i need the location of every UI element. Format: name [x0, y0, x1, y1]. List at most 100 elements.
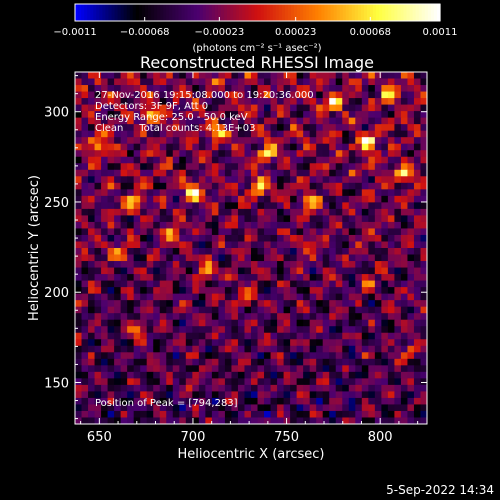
heatmap-cell: [205, 313, 213, 321]
heatmap-cell: [153, 182, 161, 190]
heatmap-cell: [316, 72, 324, 79]
heatmap-cell: [140, 234, 148, 242]
heatmap-cell: [381, 98, 389, 105]
heatmap-cell: [127, 352, 135, 360]
heatmap-cell: [400, 195, 408, 203]
heatmap-cell: [198, 378, 206, 386]
heatmap-cell: [355, 332, 363, 340]
heatmap-cell: [368, 202, 376, 210]
heatmap-cell: [316, 410, 324, 418]
heatmap-cell: [218, 117, 226, 125]
heatmap-cell: [368, 280, 376, 288]
heatmap-cell: [394, 371, 402, 379]
heatmap-cell: [322, 378, 330, 386]
heatmap-cell: [283, 104, 291, 112]
heatmap-cell: [75, 195, 82, 203]
heatmap-cell: [283, 176, 291, 184]
heatmap-cell: [400, 117, 408, 125]
heatmap-cell: [211, 234, 219, 242]
heatmap-cell: [140, 98, 148, 105]
heatmap-cell: [355, 150, 363, 158]
heatmap-cell: [316, 228, 324, 236]
heatmap-cell: [75, 378, 82, 386]
heatmap-cell: [335, 267, 343, 275]
heatmap-cell: [251, 352, 258, 360]
heatmap-cell: [237, 72, 245, 79]
heatmap-cell: [101, 85, 108, 92]
heatmap-cell: [179, 189, 187, 197]
colorbar-segment: [376, 4, 380, 21]
heatmap-cell: [264, 261, 271, 268]
heatmap-cell: [101, 417, 108, 425]
heatmap-cell: [381, 417, 389, 425]
heatmap-cell: [192, 300, 200, 308]
heatmap-cell: [296, 156, 304, 164]
heatmap-cell: [361, 319, 369, 327]
heatmap-cell: [303, 208, 311, 216]
heatmap-cell: [374, 195, 382, 203]
heatmap-cell: [185, 117, 193, 125]
heatmap-cell: [361, 397, 369, 405]
heatmap-cell: [361, 332, 369, 340]
heatmap-cell: [153, 228, 161, 236]
heatmap-cell: [270, 234, 278, 242]
heatmap-cell: [153, 267, 161, 275]
heatmap-cell: [127, 332, 135, 340]
heatmap-cell: [296, 326, 304, 334]
heatmap-cell: [394, 300, 402, 308]
heatmap-cell: [81, 91, 89, 99]
heatmap-cell: [361, 365, 369, 373]
heatmap-cell: [88, 397, 95, 405]
heatmap-cell: [251, 306, 258, 314]
heatmap-cell: [361, 78, 369, 86]
heatmap-cell: [387, 254, 395, 262]
heatmap-cell: [107, 169, 115, 177]
heatmap-cell: [172, 156, 180, 164]
heatmap-cell: [251, 287, 258, 295]
heatmap-cell: [198, 221, 206, 229]
heatmap-cell: [224, 248, 232, 255]
heatmap-cell: [231, 202, 239, 210]
heatmap-cell: [146, 91, 154, 99]
heatmap-cell: [205, 117, 213, 125]
heatmap-cell: [88, 280, 95, 288]
heatmap-cell: [264, 169, 271, 177]
heatmap-cell: [127, 234, 135, 242]
heatmap-cell: [75, 293, 82, 301]
heatmap-cell: [257, 78, 265, 86]
heatmap-cell: [237, 176, 245, 184]
heatmap-cell: [114, 417, 122, 425]
heatmap-cell: [335, 280, 343, 288]
heatmap-cell: [316, 91, 324, 99]
heatmap-cell: [329, 254, 337, 262]
heatmap-cell: [94, 208, 102, 216]
heatmap-cell: [205, 221, 213, 229]
heatmap-cell: [101, 404, 108, 412]
heatmap-cell: [394, 163, 402, 171]
heatmap-cell: [381, 378, 389, 386]
heatmap-cell: [166, 378, 174, 386]
heatmap-cell: [407, 274, 415, 281]
heatmap-cell: [257, 254, 265, 262]
heatmap-cell: [101, 137, 108, 145]
heatmap-cell: [94, 176, 102, 184]
heatmap-cell: [166, 156, 174, 164]
heatmap-cell: [368, 254, 376, 262]
colorbar-segment: [278, 4, 283, 21]
heatmap-cell: [88, 228, 95, 236]
heatmap-cell: [120, 287, 128, 295]
heatmap-cell: [133, 241, 141, 249]
heatmap-cell: [387, 248, 395, 255]
heatmap-cell: [179, 228, 187, 236]
heatmap-cell: [140, 91, 148, 99]
heatmap-cell: [133, 378, 141, 386]
heatmap-cell: [368, 176, 376, 184]
heatmap-cell: [322, 326, 330, 334]
heatmap-cell: [251, 345, 258, 353]
heatmap-cell: [413, 208, 421, 216]
heatmap-cell: [218, 163, 226, 171]
heatmap-cell: [88, 124, 95, 132]
heatmap-cell: [420, 254, 428, 262]
heatmap-cell: [342, 306, 350, 314]
heatmap-cell: [205, 352, 213, 360]
